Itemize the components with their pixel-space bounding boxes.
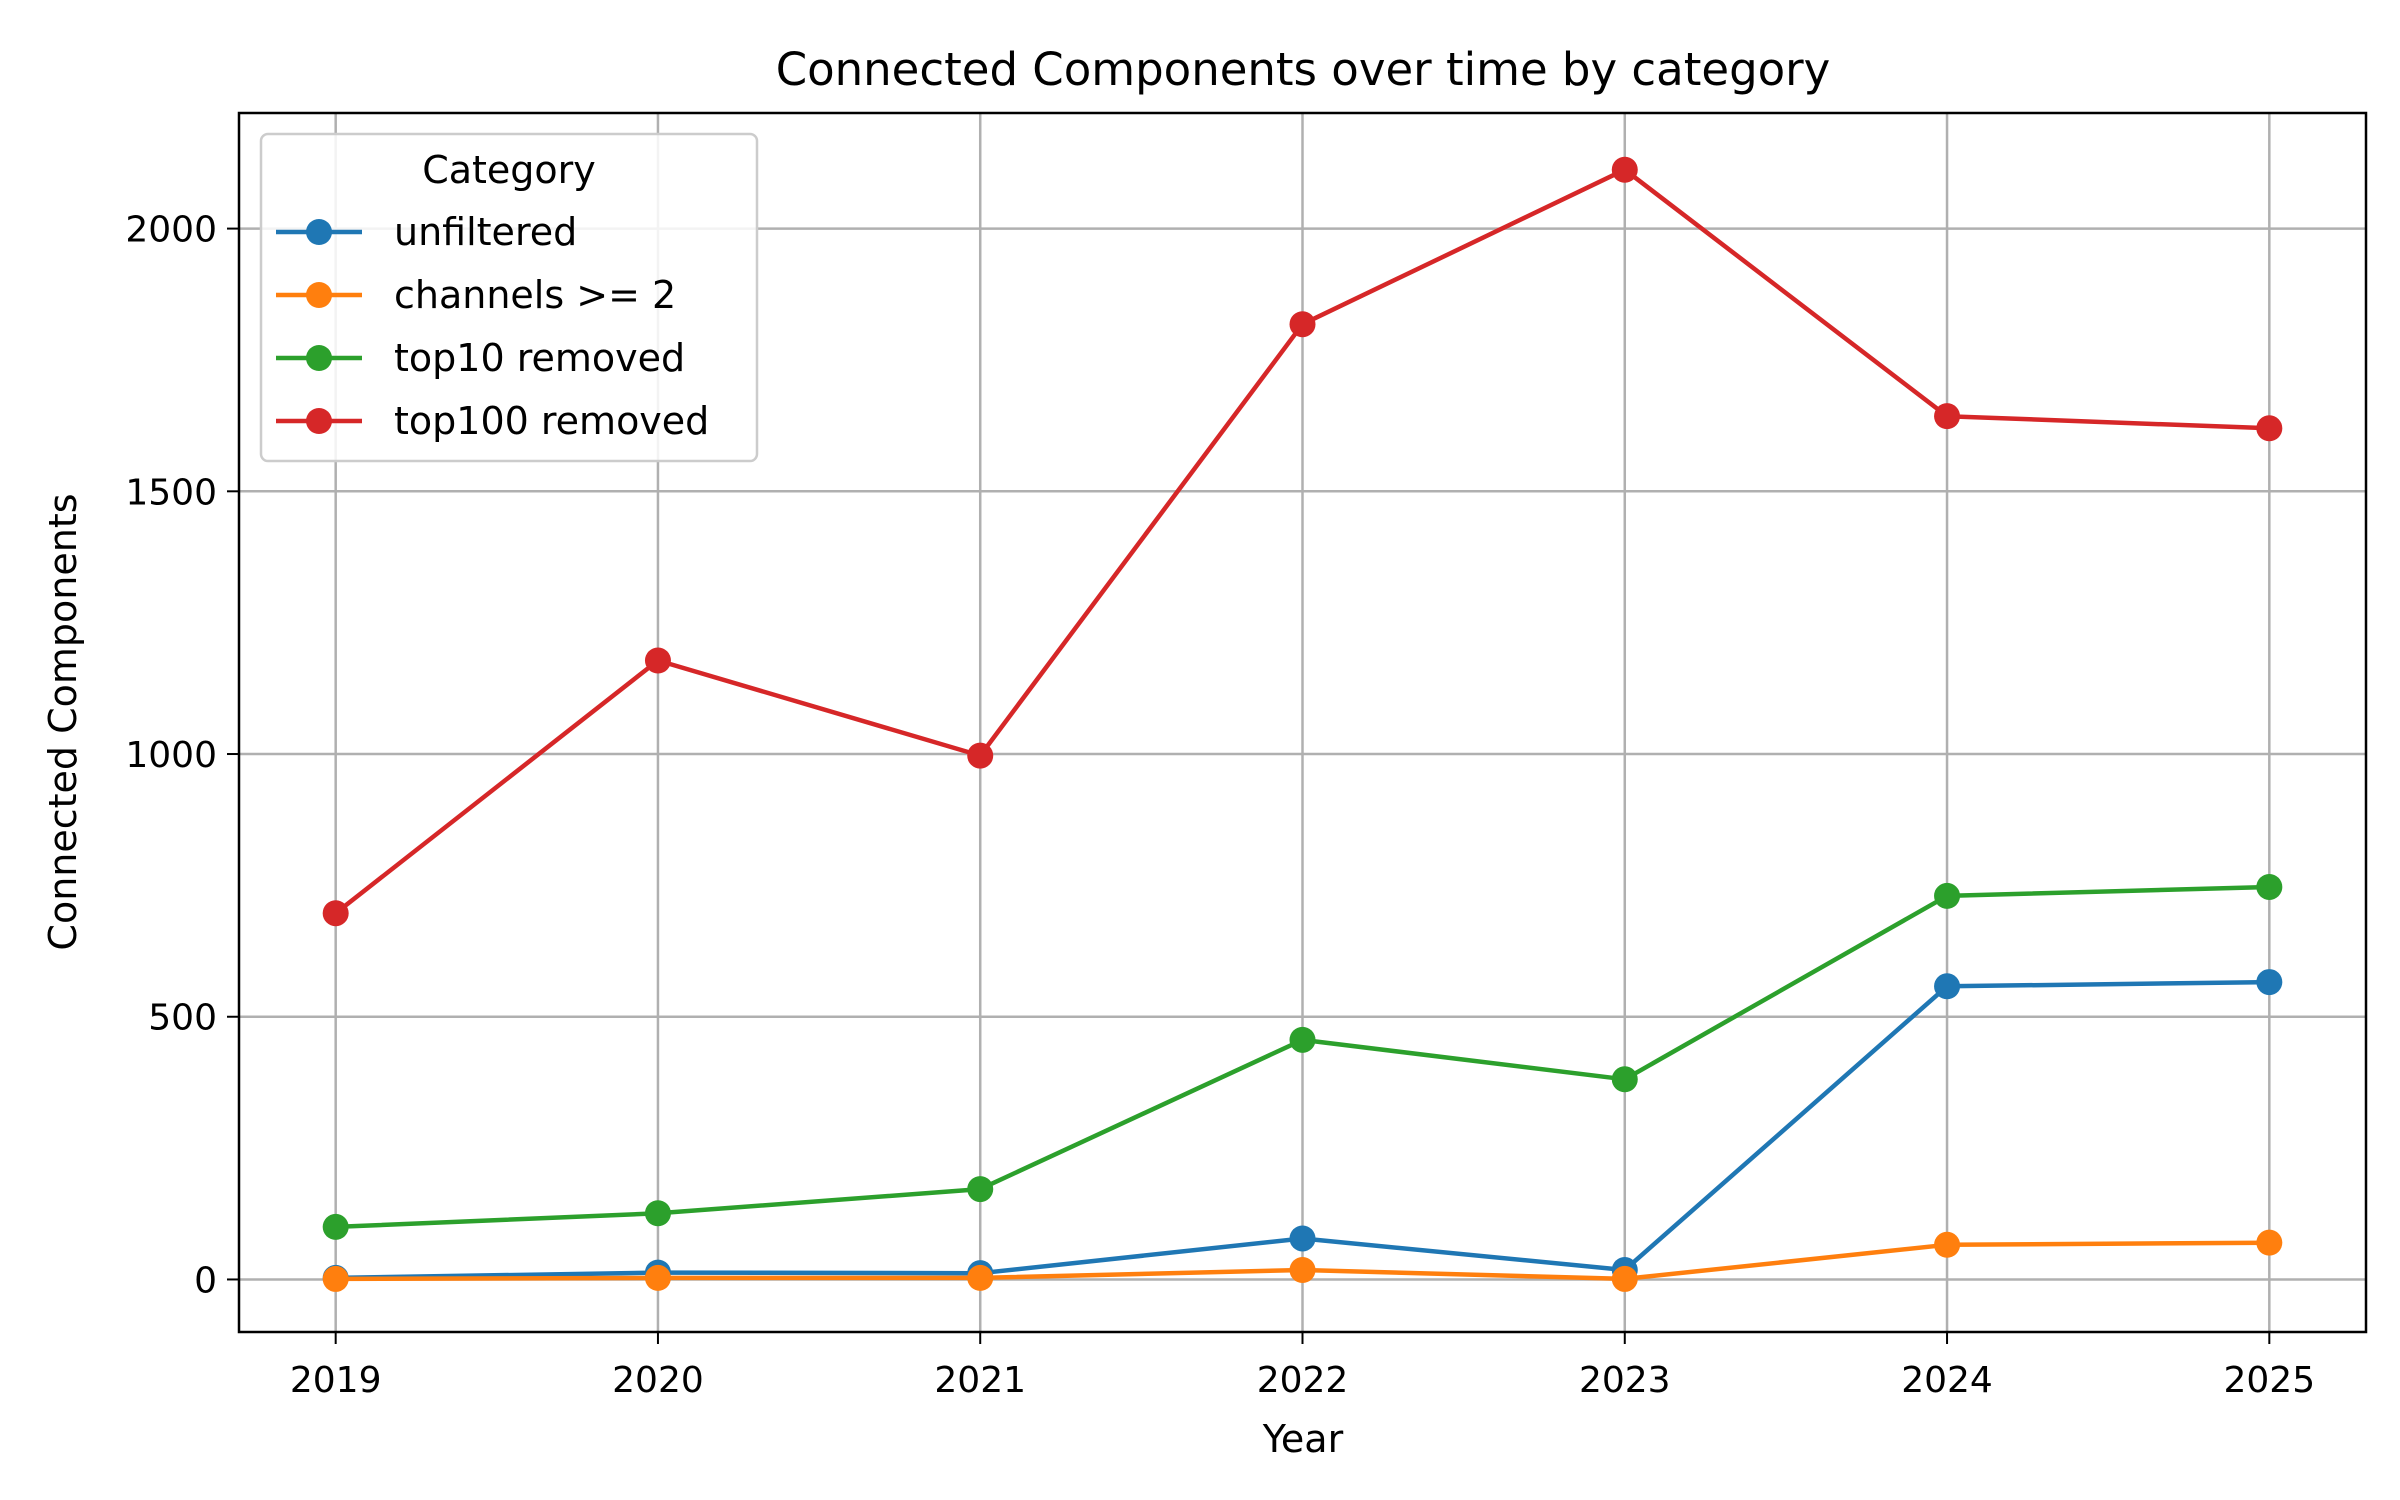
legend-label-unfiltered: unfiltered <box>394 210 577 254</box>
data-point-top10-removed <box>1934 882 1961 909</box>
legend-marker-unfiltered <box>306 219 332 245</box>
data-point-top100-removed <box>1934 403 1961 430</box>
series-top100-removed <box>322 156 2283 927</box>
data-point-channels-2 <box>1611 1265 1638 1292</box>
data-point-top100-removed <box>967 742 994 769</box>
x-tick-label: 2020 <box>612 1360 704 1401</box>
data-point-top10-removed <box>1289 1026 1316 1053</box>
data-point-top100-removed <box>644 647 671 674</box>
data-point-channels-2 <box>1934 1231 1961 1258</box>
y-tick-label: 0 <box>194 1260 217 1301</box>
legend-entry-top10-removed: top10 removed <box>276 336 685 380</box>
y-tick-label: 1500 <box>125 472 217 513</box>
x-axis: 2019 2020 2021 2022 2023 2024 2025 <box>290 1332 2315 1401</box>
legend-marker-channels-2 <box>306 282 332 308</box>
series-top10-removed <box>322 873 2283 1240</box>
data-point-top10-removed <box>322 1213 349 1240</box>
data-point-top100-removed <box>1289 311 1316 338</box>
legend-frame <box>259 132 759 463</box>
data-point-top10-removed <box>967 1176 994 1203</box>
x-tick-label: 2025 <box>2224 1360 2316 1401</box>
legend-entry-unfiltered: unfiltered <box>276 210 577 254</box>
data-point-channels-2 <box>322 1265 349 1292</box>
chart-title: Connected Components over time by catego… <box>776 43 1831 96</box>
legend-title: Category <box>422 148 596 192</box>
x-tick-label: 2019 <box>290 1360 382 1401</box>
legend-marker-top100-removed <box>306 408 332 434</box>
legend-entry-top100-removed: top100 removed <box>276 399 709 443</box>
x-tick-label: 2024 <box>1901 1360 1993 1401</box>
legend-label-channels-2: channels >= 2 <box>394 273 676 317</box>
data-point-unfiltered <box>1934 973 1961 1000</box>
data-point-channels-2 <box>967 1264 994 1291</box>
data-point-top10-removed <box>2256 873 2283 900</box>
data-point-top10-removed <box>644 1200 671 1227</box>
data-point-channels-2 <box>644 1264 671 1291</box>
legend-label-top10-removed: top10 removed <box>394 336 685 380</box>
series-group <box>322 156 2283 1292</box>
data-point-top10-removed <box>1611 1066 1638 1093</box>
legend-label-top100-removed: top100 removed <box>394 399 709 443</box>
legend-marker-top10-removed <box>306 345 332 371</box>
data-point-channels-2 <box>1289 1256 1316 1283</box>
data-point-unfiltered <box>1289 1225 1316 1252</box>
data-point-channels-2 <box>2256 1229 2283 1256</box>
x-tick-label: 2021 <box>934 1360 1026 1401</box>
y-tick-label: 500 <box>148 998 217 1039</box>
x-tick-label: 2022 <box>1257 1360 1349 1401</box>
data-point-top100-removed <box>2256 415 2283 442</box>
legend-entry-channels-2: channels >= 2 <box>276 273 676 317</box>
data-point-top100-removed <box>1611 156 1638 183</box>
data-point-top100-removed <box>322 900 349 927</box>
y-axis-title: Connected Components <box>41 493 85 950</box>
data-point-unfiltered <box>2256 969 2283 996</box>
y-tick-label: 1000 <box>125 735 217 776</box>
legend: Category unfiltered channels >= 2 top10 re… <box>259 132 759 463</box>
y-tick-label: 2000 <box>125 210 217 251</box>
y-axis: 0 500 1000 1500 2000 <box>125 210 239 1301</box>
legend-items: unfiltered channels >= 2 top10 removed top1… <box>276 210 709 443</box>
x-tick-label: 2023 <box>1579 1360 1671 1401</box>
series-channels-2 <box>322 1229 2283 1292</box>
x-axis-title: Year <box>1262 1417 1344 1461</box>
